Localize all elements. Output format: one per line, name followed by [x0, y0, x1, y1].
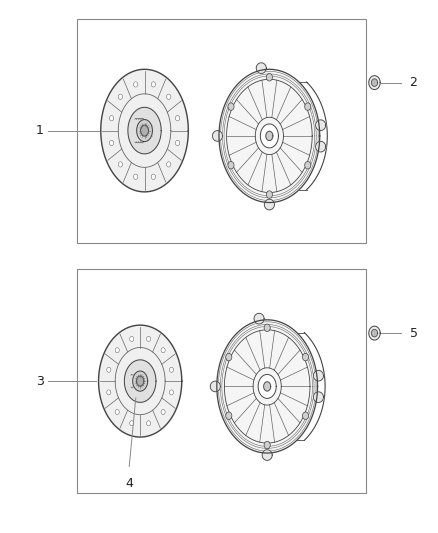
Circle shape	[130, 421, 134, 426]
Circle shape	[118, 161, 123, 167]
Circle shape	[161, 348, 165, 353]
Circle shape	[134, 174, 138, 180]
Polygon shape	[128, 107, 161, 154]
Polygon shape	[266, 131, 273, 141]
Circle shape	[264, 441, 270, 449]
Bar	[77, 269, 366, 493]
Polygon shape	[217, 320, 318, 453]
Polygon shape	[133, 371, 148, 391]
Text: 5: 5	[410, 327, 417, 340]
Circle shape	[175, 140, 180, 146]
Polygon shape	[315, 120, 325, 131]
Circle shape	[303, 412, 309, 419]
Circle shape	[110, 140, 114, 146]
Polygon shape	[258, 375, 276, 398]
Circle shape	[146, 421, 151, 426]
Circle shape	[305, 161, 311, 169]
Circle shape	[166, 161, 171, 167]
Circle shape	[134, 82, 138, 87]
Polygon shape	[264, 382, 271, 391]
Polygon shape	[212, 131, 223, 141]
Circle shape	[151, 82, 155, 87]
Bar	[77, 19, 366, 243]
Polygon shape	[101, 69, 188, 192]
Circle shape	[226, 353, 232, 361]
Circle shape	[115, 409, 119, 415]
Text: 2: 2	[410, 76, 417, 89]
Circle shape	[170, 367, 173, 373]
Circle shape	[264, 324, 270, 332]
Polygon shape	[315, 141, 325, 152]
Circle shape	[266, 74, 272, 81]
Polygon shape	[262, 450, 272, 461]
Polygon shape	[219, 69, 320, 203]
Polygon shape	[313, 392, 323, 402]
Polygon shape	[256, 63, 266, 74]
Circle shape	[228, 103, 234, 110]
Polygon shape	[210, 381, 220, 392]
Polygon shape	[260, 124, 279, 148]
Circle shape	[228, 161, 234, 169]
Circle shape	[151, 174, 155, 180]
Circle shape	[107, 390, 111, 395]
Circle shape	[107, 367, 111, 373]
Circle shape	[146, 336, 151, 342]
Text: 4: 4	[125, 477, 133, 490]
Circle shape	[161, 409, 165, 415]
Polygon shape	[369, 76, 380, 90]
Circle shape	[130, 336, 134, 342]
Polygon shape	[124, 360, 156, 402]
Polygon shape	[371, 329, 378, 337]
Circle shape	[266, 191, 272, 198]
Polygon shape	[137, 119, 152, 142]
Polygon shape	[254, 313, 264, 324]
Polygon shape	[371, 79, 378, 86]
Circle shape	[118, 94, 123, 100]
Circle shape	[166, 94, 171, 100]
Polygon shape	[313, 370, 323, 381]
Polygon shape	[141, 125, 148, 136]
Polygon shape	[136, 376, 144, 386]
Polygon shape	[99, 325, 182, 437]
Circle shape	[115, 348, 119, 353]
Circle shape	[305, 103, 311, 110]
Circle shape	[170, 390, 173, 395]
Polygon shape	[265, 199, 274, 210]
Circle shape	[110, 116, 114, 121]
Text: 3: 3	[36, 375, 44, 387]
Polygon shape	[369, 326, 380, 340]
Text: 1: 1	[36, 124, 44, 137]
Circle shape	[303, 353, 309, 361]
Circle shape	[175, 116, 180, 121]
Circle shape	[226, 412, 232, 419]
